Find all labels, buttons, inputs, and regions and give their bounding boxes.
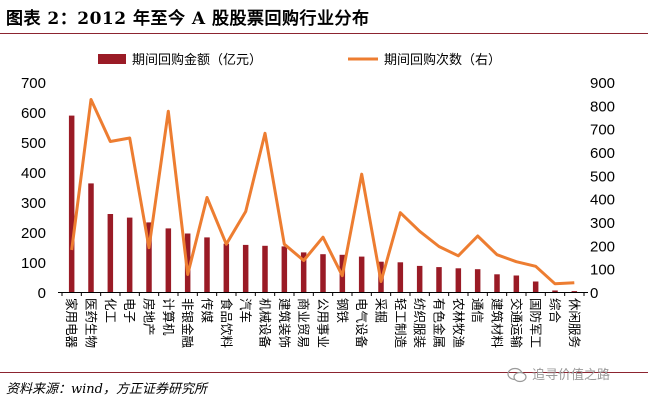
source-note: 资料来源：wind，方正证券研究所 (6, 382, 207, 397)
figure-title: 图表 2：2012 年至今 A 股股票回购行业分布 (6, 9, 370, 29)
category-label: 综合 (548, 298, 563, 324)
bar (513, 275, 520, 292)
legend-label-line: 期间回购次数（右） (384, 52, 501, 68)
right-axis-tick-label: 200 (590, 238, 615, 255)
bar (358, 256, 365, 292)
left-axis-tick-label: 200 (21, 225, 46, 242)
legend-label-bars: 期间回购金额（亿元） (132, 52, 262, 68)
category-label: 机械设备 (258, 298, 273, 349)
category-label: 农林牧渔 (451, 298, 466, 348)
category-label: 钢铁 (335, 298, 350, 324)
category-label: 商业贸易 (296, 298, 311, 348)
right-axis-tick-label: 300 (590, 215, 615, 232)
left-axis-tick-label: 0 (38, 285, 46, 302)
wechat-icon (507, 367, 527, 383)
bar (223, 243, 230, 292)
category-label: 轻工制造 (393, 298, 408, 349)
right-axis-tick-label: 700 (590, 122, 615, 139)
bar (320, 254, 326, 292)
category-label: 采掘 (374, 298, 389, 323)
category-label: 传媒 (200, 298, 215, 324)
bar (88, 183, 94, 292)
category-label: 建筑材料 (490, 298, 505, 349)
bar (165, 228, 172, 292)
category-label: 化工 (103, 298, 118, 323)
left-axis-tick-label: 600 (21, 105, 46, 122)
bar (532, 281, 539, 292)
right-axis-tick-label: 900 (590, 75, 615, 92)
bar (397, 262, 404, 292)
title-rule (0, 33, 648, 34)
bar (474, 269, 481, 292)
right-axis-tick-label: 400 (590, 192, 615, 209)
category-label: 公用事业 (316, 298, 331, 348)
category-label: 食品饮料 (219, 298, 234, 349)
category-label: 汽车 (238, 298, 253, 323)
right-axis-tick-label: 600 (590, 145, 615, 162)
bar (281, 246, 288, 292)
left-axis-tick-label: 300 (21, 195, 46, 212)
left-axis-tick-label: 700 (21, 75, 46, 92)
left-axis-tick-label: 500 (21, 135, 46, 152)
bar (436, 267, 442, 292)
legend-swatch-bars (98, 54, 126, 64)
bar (571, 291, 578, 292)
category-label: 医药生物 (84, 298, 99, 348)
bar (494, 274, 500, 292)
category-label: 非银金融 (180, 298, 195, 349)
bar (146, 222, 152, 292)
right-axis-tick-label: 800 (590, 98, 615, 115)
bar (262, 245, 268, 292)
watermark: 追寻价值之路 (532, 368, 611, 383)
source-rule (0, 372, 648, 373)
right-axis-tick-label: 500 (590, 168, 615, 185)
count-line (70, 98, 575, 286)
category-label: 家用电器 (64, 298, 79, 349)
category-label: 有色金属 (432, 298, 447, 348)
bar (552, 290, 558, 292)
bar (300, 252, 307, 292)
category-label: 休闲服务 (567, 298, 582, 348)
category-label: 交通运输 (509, 298, 524, 349)
left-axis-tick-label: 100 (21, 255, 46, 272)
bar (204, 237, 210, 292)
category-label: 电子 (122, 298, 137, 323)
category-label: 通信 (470, 298, 485, 323)
bar (126, 217, 133, 292)
right-axis-tick-label: 100 (590, 262, 615, 279)
category-label: 建筑装饰 (277, 298, 292, 348)
bar (455, 268, 462, 292)
left-axis-tick-label: 400 (21, 165, 46, 182)
right-axis-tick-label: 0 (590, 285, 598, 302)
category-label: 电气设备 (354, 298, 369, 349)
category-label: 房地产 (142, 298, 157, 336)
bar (242, 244, 249, 292)
category-label: 国防军工 (528, 298, 543, 348)
bar (107, 214, 114, 292)
bar (68, 115, 75, 292)
category-label: 计算机 (161, 298, 176, 336)
bar (416, 265, 423, 292)
category-label: 纺织服装 (412, 298, 427, 348)
